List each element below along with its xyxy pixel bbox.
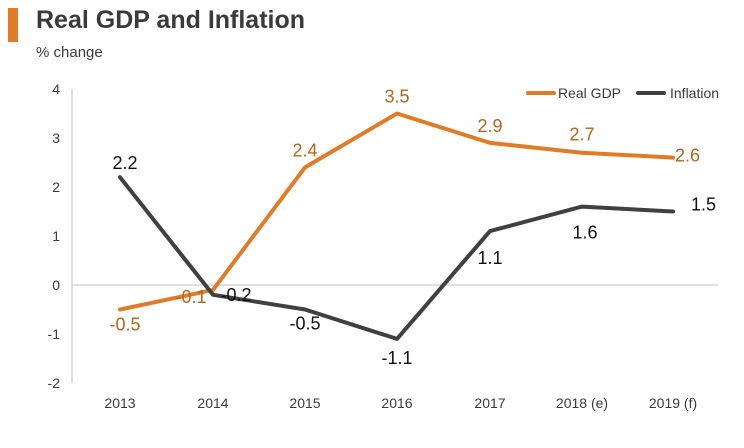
data-label-inflation: 1.5 (691, 195, 716, 215)
data-label-real-gdp: -0.5 (109, 315, 140, 335)
title-accent-bar (8, 8, 18, 42)
data-label-real-gdp: 3.5 (384, 87, 409, 107)
data-label-inflation: -0.2 (220, 285, 251, 305)
chart-subtitle: % change (36, 44, 103, 61)
data-label-real-gdp: 2.9 (477, 116, 502, 136)
data-label-real-gdp: 2.4 (292, 140, 317, 160)
series-line-real-gdp (118, 111, 675, 312)
legend-label-inflation: Inflation (670, 85, 719, 101)
x-tick-label: 2015 (289, 395, 320, 411)
y-tick-label: 1 (52, 228, 60, 244)
y-tick-label: 2 (52, 179, 60, 195)
data-label-real-gdp: -0.1 (175, 287, 206, 307)
data-label-inflation: -0.5 (289, 314, 320, 334)
data-label-real-gdp: 2.7 (569, 125, 594, 145)
x-tick-label: 2013 (104, 395, 135, 411)
y-tick-label: 3 (52, 130, 60, 146)
data-label-inflation: 1.6 (572, 223, 597, 243)
data-label-real-gdp: 2.6 (675, 146, 700, 166)
y-tick-label: 4 (52, 81, 60, 97)
x-tick-label: 2018 (e) (556, 395, 608, 411)
x-tick-label: 2019 (f) (649, 395, 697, 411)
data-label-inflation: 1.1 (477, 248, 502, 268)
x-tick-label: 2014 (197, 395, 228, 411)
y-tick-label: -2 (48, 375, 61, 391)
y-tick-label: 0 (52, 277, 60, 293)
data-label-inflation: 2.2 (112, 153, 137, 173)
series-line-inflation (118, 175, 675, 341)
legend-label-real-gdp: Real GDP (558, 85, 621, 101)
chart-title: Real GDP and Inflation (36, 6, 306, 34)
data-label-inflation: -1.1 (381, 348, 412, 368)
y-tick-label: -1 (48, 326, 61, 342)
x-tick-label: 2016 (381, 395, 412, 411)
x-tick-label: 2017 (474, 395, 505, 411)
